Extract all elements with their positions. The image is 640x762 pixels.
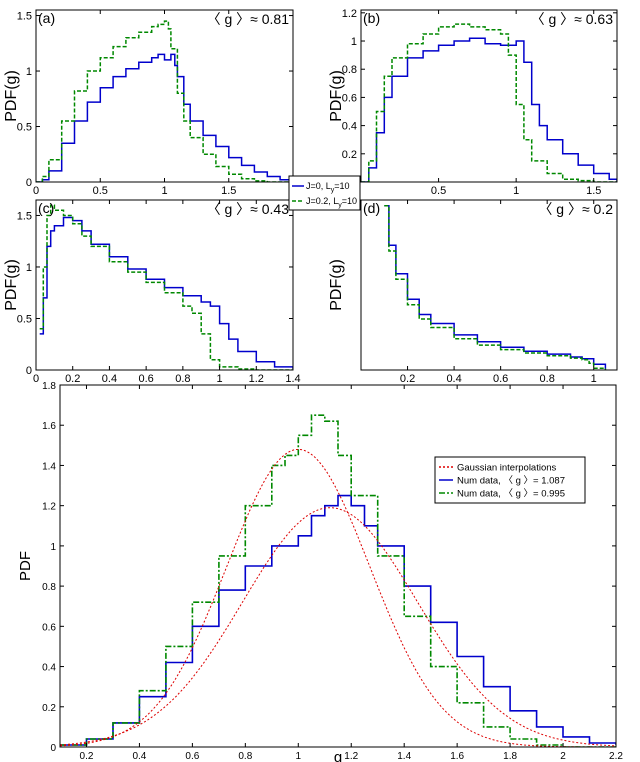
y-tick-label: 0.6: [342, 92, 357, 104]
series-line-green: [60, 414, 616, 747]
shared-legend: J=0, Ly=10 J=0.2, Ly=10: [288, 175, 361, 211]
y-tick-label: 1: [26, 262, 32, 274]
x-tick-label: 1.4: [397, 751, 411, 762]
panel-label: (b): [363, 10, 380, 26]
x-tick-label: 0: [33, 373, 39, 385]
series-line-green: [361, 23, 617, 182]
x-tick-label: 1: [513, 185, 519, 197]
shared-legend-label: J=0, Ly=10: [306, 181, 350, 194]
y-tick-label: 1.4: [42, 461, 56, 472]
series-line-green: [36, 20, 293, 182]
x-tick-label: 1.5: [586, 185, 601, 197]
shared-legend-box: [288, 175, 361, 211]
x-tick-label: 0.6: [138, 373, 153, 385]
series-line-blue: [36, 53, 293, 182]
y-tick-label: 0.8: [342, 64, 357, 76]
x-tick-label: 0.4: [446, 373, 461, 385]
x-tick-label: 2: [560, 751, 566, 762]
y-tick-label: 1.8: [42, 381, 56, 392]
chart-panel-a: 0 0.5 1 1.5 0 0.5 1 1.5 PDF(g) (a) 〈 g 〉≈ 0.81: [3, 9, 294, 197]
y-tick-label: 0.2: [42, 703, 56, 714]
x-tick-label: 0.2: [400, 373, 415, 385]
y-tick-label: 0.4: [342, 121, 357, 133]
y-axis-label: PDF(g): [328, 70, 345, 122]
y-tick-label: 0.2: [342, 149, 357, 161]
legend-entry-label: Gaussian interpolations: [457, 463, 557, 474]
x-tick-label: 0.6: [493, 373, 508, 385]
y-tick-label: 1.2: [42, 502, 56, 513]
x-axis-label: g: [334, 749, 342, 762]
x-tick-label: 0.6: [185, 751, 199, 762]
mean-g-annotation: 〈 g 〉≈ 0.63: [531, 11, 614, 27]
x-tick-label: 1: [296, 751, 302, 762]
panel-label: (d): [363, 200, 380, 216]
legend-box: [434, 456, 586, 504]
y-tick-label: 1.5: [17, 11, 32, 23]
y-axis-label: PDF: [17, 551, 34, 581]
x-tick-label: 2.2: [609, 751, 623, 762]
y-tick-label: 0: [26, 365, 32, 377]
y-tick-label: 0: [26, 177, 32, 189]
panel-label: (a): [38, 10, 55, 26]
series-line-green: [39, 204, 293, 370]
panel-label: (c): [38, 200, 54, 216]
mean-g-annotation: 〈 g 〉≈ 0.2: [538, 201, 613, 217]
x-tick-label: 0.4: [132, 751, 146, 762]
plot-frame: [360, 199, 618, 371]
series-line-blue: [60, 494, 616, 746]
shared-legend-label: J=0.2, Ly=10: [306, 196, 357, 209]
x-tick-label: 1: [591, 373, 597, 385]
chart-panel-b: 0.5 1 1.5 0.2 0.4 0.6 0.8 1 1.2 PDF(g) (b) 〈 g 〉≈ 0…: [328, 8, 618, 197]
y-axis-label: PDF(g): [3, 70, 20, 122]
x-tick-label: 0.8: [175, 373, 190, 385]
x-tick-label: 0: [33, 185, 39, 197]
series-gaussian-curve: [60, 507, 616, 747]
y-tick-label: 0.8: [42, 582, 56, 593]
y-tick-label: 0: [50, 743, 56, 754]
x-tick-label: 1.2: [344, 751, 358, 762]
plot-frame: [35, 199, 294, 371]
chart-panel-c: 0 0.2 0.4 0.6 0.8 1 1.2 1.4 0 0.5 1 1.5 PDF(g) (c) 〈 g…: [3, 199, 301, 385]
x-tick-label: 1.4: [285, 373, 300, 385]
series-line-blue: [361, 37, 617, 182]
x-tick-label: 1.5: [221, 185, 236, 197]
x-tick-label: 0.8: [540, 373, 555, 385]
plot-frame: [360, 9, 618, 183]
y-tick-label: 1.6: [42, 421, 56, 432]
mean-g-annotation: 〈 g 〉≈ 0.43: [207, 201, 290, 217]
x-tick-label: 0.2: [80, 751, 94, 762]
y-tick-label: 1: [50, 542, 56, 553]
series-line-green: [384, 204, 607, 370]
legend-entry-label: Num data, 〈 g 〉= 0.995: [457, 489, 565, 500]
y-tick-label: 0.6: [42, 622, 56, 633]
mean-g-annotation: 〈 g 〉≈ 0.81: [207, 11, 290, 27]
x-tick-label: 0.5: [93, 185, 108, 197]
x-tick-label: 0.5: [431, 185, 446, 197]
x-tick-label: 0.4: [102, 373, 117, 385]
x-tick-label: 1: [217, 373, 223, 385]
x-tick-label: 1.2: [249, 373, 264, 385]
chart-panel-main: 0.2 0.4 0.6 0.8 1 1.2 1.4 1.6 1.8 2 2.2 0 0.2 0.4 0.6 0…: [17, 381, 623, 762]
x-tick-label: 1: [161, 185, 167, 197]
y-tick-label: 0.5: [17, 122, 32, 134]
x-tick-label: 1.6: [450, 751, 464, 762]
y-axis-label: PDF(g): [3, 259, 20, 311]
x-tick-label: 1.8: [503, 751, 517, 762]
x-tick-label: 0.2: [65, 373, 80, 385]
y-tick-label: 1.2: [342, 8, 357, 20]
main-legend: Gaussian interpolations Num data, 〈 g 〉= …: [434, 456, 586, 504]
x-tick-label: 0.8: [238, 751, 252, 762]
plot-frame: [35, 9, 294, 183]
y-tick-label: 1.5: [17, 210, 32, 222]
y-tick-label: 1: [351, 36, 357, 48]
plot-frame: [59, 384, 617, 748]
y-tick-label: 1: [26, 66, 32, 78]
chart-panel-d: 0.2 0.4 0.6 0.8 1 PDF(g) (d) 〈 g 〉≈ 0.2: [328, 199, 618, 385]
series-line-blue: [39, 216, 293, 369]
legend-entry-label: Num data, 〈 g 〉= 1.087: [457, 476, 565, 487]
y-tick-label: 0.5: [17, 313, 32, 325]
y-tick-label: 0.4: [42, 663, 56, 674]
y-axis-label: PDF(g): [328, 259, 345, 311]
